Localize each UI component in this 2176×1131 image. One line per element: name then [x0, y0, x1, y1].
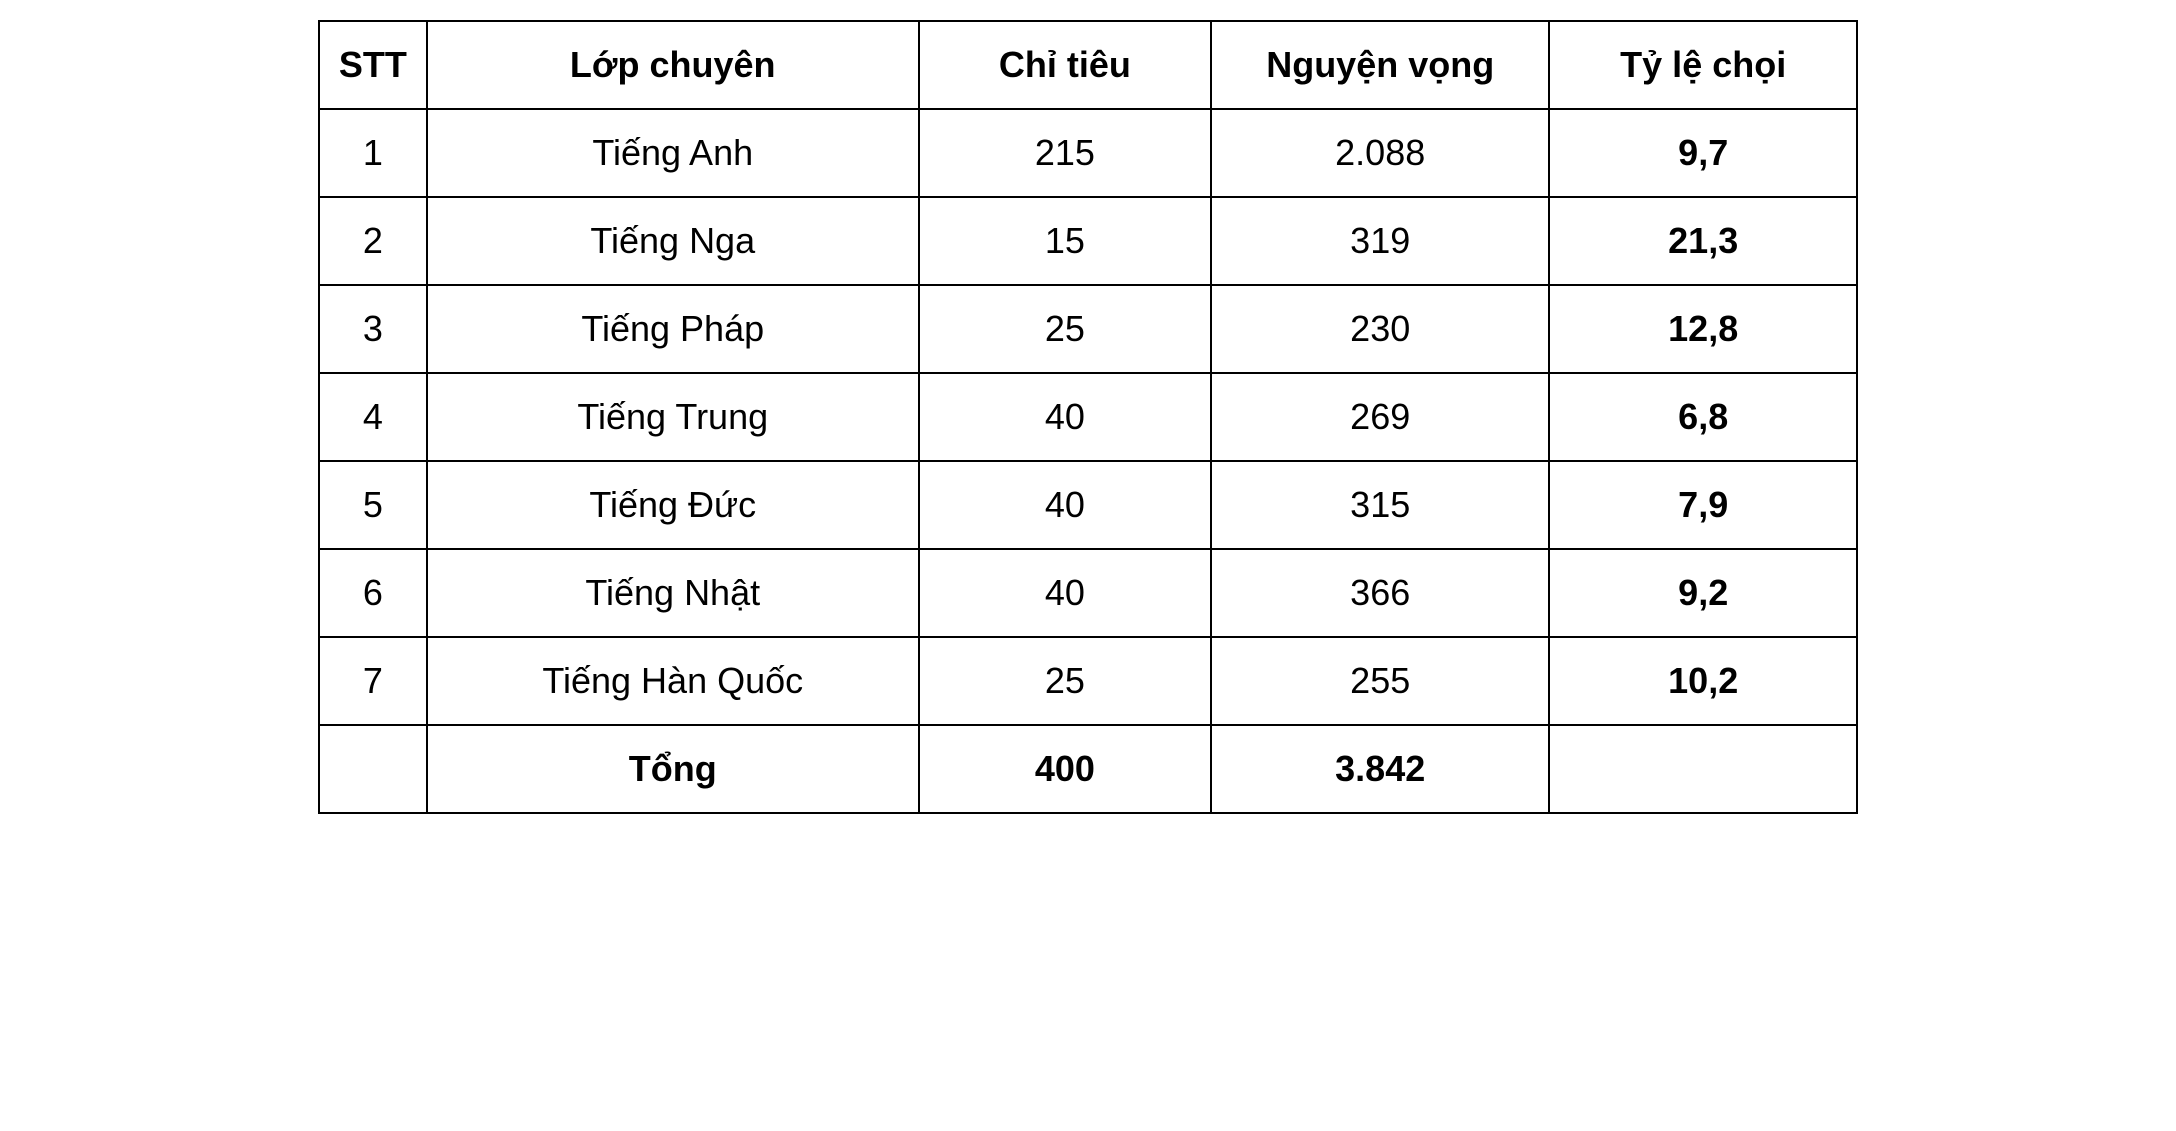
cell-lop: Tiếng Nhật [427, 549, 919, 637]
cell-nguyen: 319 [1211, 197, 1549, 285]
cell-nguyen: 366 [1211, 549, 1549, 637]
cell-nguyen: 269 [1211, 373, 1549, 461]
cell-nguyen: 230 [1211, 285, 1549, 373]
cell-lop: Tiếng Đức [427, 461, 919, 549]
cell-tyle: 12,8 [1549, 285, 1857, 373]
total-lop: Tổng [427, 725, 919, 813]
total-stt [319, 725, 427, 813]
cell-stt: 1 [319, 109, 427, 197]
table-total-row: Tổng 400 3.842 [319, 725, 1857, 813]
cell-nguyen: 315 [1211, 461, 1549, 549]
header-chi-tieu: Chỉ tiêu [919, 21, 1211, 109]
cell-stt: 3 [319, 285, 427, 373]
cell-chitieu: 15 [919, 197, 1211, 285]
admission-table: STT Lớp chuyên Chỉ tiêu Nguyện vọng Tỷ l… [318, 20, 1858, 814]
table-row: 4 Tiếng Trung 40 269 6,8 [319, 373, 1857, 461]
cell-tyle: 9,2 [1549, 549, 1857, 637]
table-row: 3 Tiếng Pháp 25 230 12,8 [319, 285, 1857, 373]
table-row: 2 Tiếng Nga 15 319 21,3 [319, 197, 1857, 285]
header-lop-chuyen: Lớp chuyên [427, 21, 919, 109]
cell-stt: 7 [319, 637, 427, 725]
table-row: 6 Tiếng Nhật 40 366 9,2 [319, 549, 1857, 637]
cell-lop: Tiếng Anh [427, 109, 919, 197]
cell-chitieu: 215 [919, 109, 1211, 197]
table-row: 7 Tiếng Hàn Quốc 25 255 10,2 [319, 637, 1857, 725]
cell-chitieu: 25 [919, 285, 1211, 373]
cell-nguyen: 2.088 [1211, 109, 1549, 197]
cell-stt: 6 [319, 549, 427, 637]
table-header-row: STT Lớp chuyên Chỉ tiêu Nguyện vọng Tỷ l… [319, 21, 1857, 109]
table-row: 5 Tiếng Đức 40 315 7,9 [319, 461, 1857, 549]
cell-tyle: 21,3 [1549, 197, 1857, 285]
total-chitieu: 400 [919, 725, 1211, 813]
cell-stt: 4 [319, 373, 427, 461]
cell-tyle: 6,8 [1549, 373, 1857, 461]
cell-stt: 2 [319, 197, 427, 285]
total-nguyen: 3.842 [1211, 725, 1549, 813]
cell-tyle: 9,7 [1549, 109, 1857, 197]
cell-chitieu: 40 [919, 549, 1211, 637]
total-tyle [1549, 725, 1857, 813]
cell-stt: 5 [319, 461, 427, 549]
cell-tyle: 7,9 [1549, 461, 1857, 549]
header-nguyen-vong: Nguyện vọng [1211, 21, 1549, 109]
cell-lop: Tiếng Pháp [427, 285, 919, 373]
table-row: 1 Tiếng Anh 215 2.088 9,7 [319, 109, 1857, 197]
cell-chitieu: 40 [919, 461, 1211, 549]
table-body: 1 Tiếng Anh 215 2.088 9,7 2 Tiếng Nga 15… [319, 109, 1857, 813]
cell-lop: Tiếng Hàn Quốc [427, 637, 919, 725]
cell-chitieu: 40 [919, 373, 1211, 461]
cell-tyle: 10,2 [1549, 637, 1857, 725]
cell-nguyen: 255 [1211, 637, 1549, 725]
cell-chitieu: 25 [919, 637, 1211, 725]
cell-lop: Tiếng Trung [427, 373, 919, 461]
header-ty-le-choi: Tỷ lệ chọi [1549, 21, 1857, 109]
header-stt: STT [319, 21, 427, 109]
cell-lop: Tiếng Nga [427, 197, 919, 285]
